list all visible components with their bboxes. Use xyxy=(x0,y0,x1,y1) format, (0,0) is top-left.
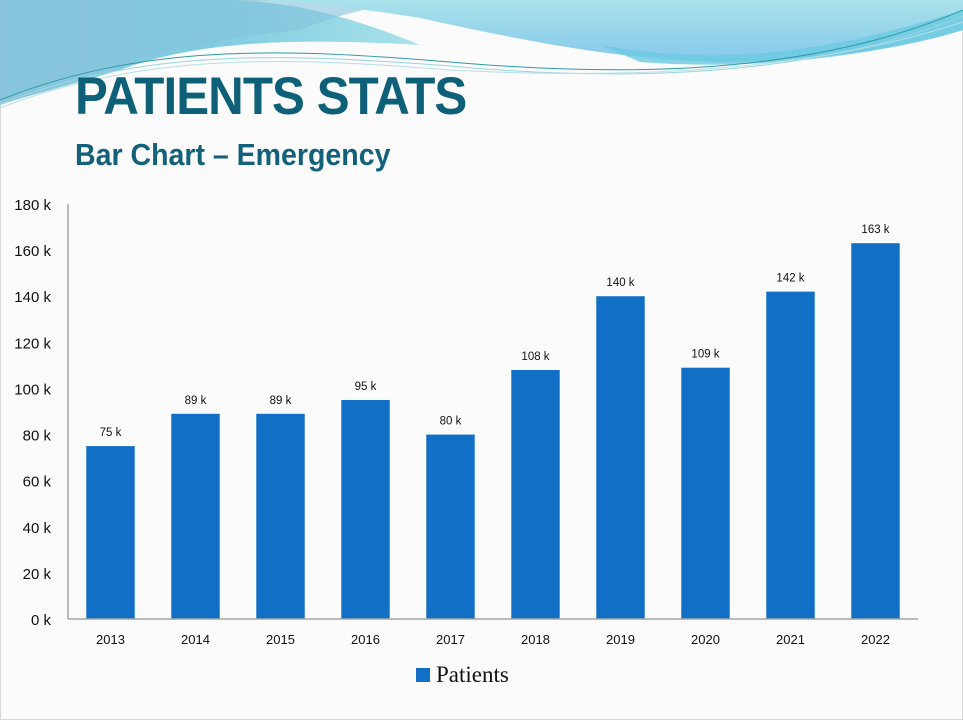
x-tick-label-2021: 2021 xyxy=(776,632,805,647)
bar-2021 xyxy=(766,291,815,619)
bar-2022 xyxy=(851,243,900,619)
wave-right xyxy=(255,0,963,62)
value-label-2014: 89 k xyxy=(185,395,207,407)
x-axis-ticks: 2013 2014 2015 2016 2017 2018 2019 2020 2021 2022 xyxy=(96,632,890,647)
value-label-2020: 109 k xyxy=(691,349,719,361)
value-label-2016: 95 k xyxy=(355,381,377,393)
x-tick-label-2018: 2018 xyxy=(521,632,550,647)
x-tick-label-2017: 2017 xyxy=(436,632,465,647)
y-tick-label: 20 k xyxy=(23,566,52,583)
page-title: PATIENTS STATS xyxy=(75,67,467,126)
legend-swatch-patients xyxy=(416,668,430,682)
value-label-2013: 75 k xyxy=(100,427,122,439)
bar-chart: 0 k 20 k 40 k 60 k 80 k 100 k 120 k 140 k 160 k 1… xyxy=(14,197,918,647)
y-tick-label: 40 k xyxy=(23,520,52,537)
chart-subtitle: Bar Chart – Emergency xyxy=(75,137,391,172)
value-label-2021: 142 k xyxy=(776,273,804,285)
chart-legend: Patients xyxy=(416,662,509,688)
bar-2015 xyxy=(256,413,305,619)
x-tick-label-2015: 2015 xyxy=(266,632,295,647)
header-wave-decoration xyxy=(0,0,963,109)
x-tick-label-2019: 2019 xyxy=(606,632,635,647)
legend-label-patients: Patients xyxy=(436,662,509,687)
y-tick-label: 140 k xyxy=(14,289,51,306)
x-tick-label-2013: 2013 xyxy=(96,632,125,647)
bar-2014 xyxy=(171,413,220,619)
y-tick-label: 60 k xyxy=(23,474,52,491)
x-tick-label-2014: 2014 xyxy=(181,632,210,647)
bar-2018 xyxy=(511,370,560,619)
value-label-2022: 163 k xyxy=(861,224,889,236)
bar-2016 xyxy=(341,399,390,619)
y-axis-ticks: 0 k 20 k 40 k 60 k 80 k 100 k 120 k 140 k 160 k 1… xyxy=(14,197,51,629)
y-tick-label: 80 k xyxy=(23,428,52,445)
bar-2019 xyxy=(596,296,645,619)
x-tick-label-2020: 2020 xyxy=(691,632,720,647)
bar-2020 xyxy=(681,367,730,619)
bar-2013 xyxy=(86,446,135,619)
y-tick-label: 180 k xyxy=(14,197,51,214)
y-tick-label: 160 k xyxy=(14,243,51,260)
value-label-2018: 108 k xyxy=(521,351,549,363)
value-label-2017: 80 k xyxy=(440,416,462,428)
value-labels: 75 k 89 k 89 k 95 k 80 k 108 k 140 k 109 k 142 k… xyxy=(100,224,890,439)
x-tick-label-2022: 2022 xyxy=(861,632,890,647)
y-tick-label: 120 k xyxy=(14,335,51,352)
bar-2017 xyxy=(426,434,475,619)
bars xyxy=(86,243,900,619)
x-tick-label-2016: 2016 xyxy=(351,632,380,647)
value-label-2015: 89 k xyxy=(270,395,292,407)
y-tick-label: 100 k xyxy=(14,381,51,398)
y-tick-label: 0 k xyxy=(31,612,52,629)
value-label-2019: 140 k xyxy=(606,277,634,289)
